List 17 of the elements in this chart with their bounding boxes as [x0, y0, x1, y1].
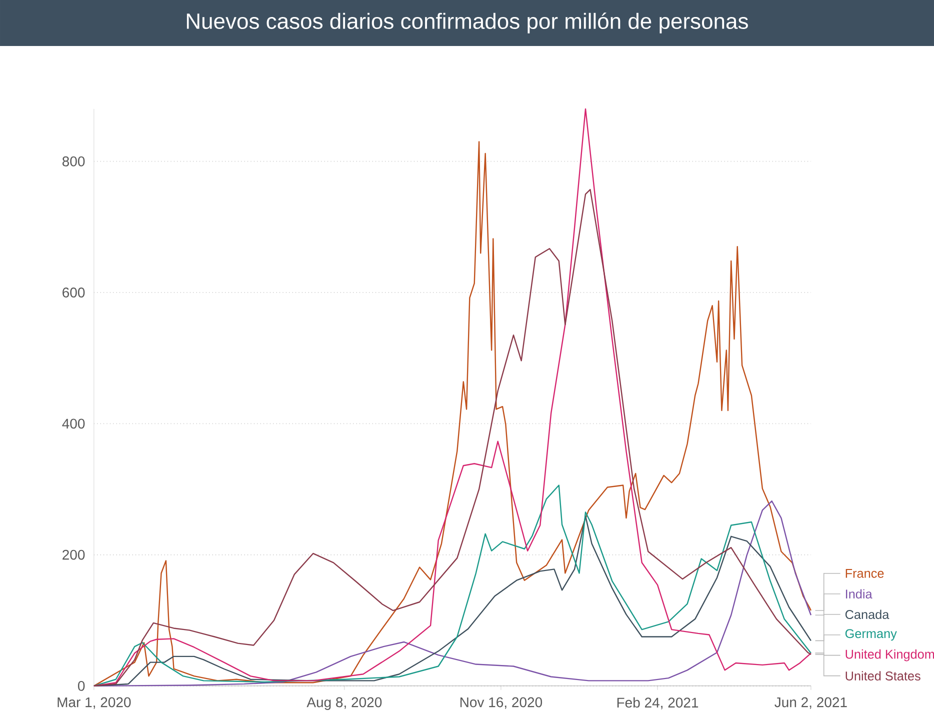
text: Germany	[845, 629, 897, 641]
y-tick-label: 200	[62, 550, 85, 560]
chart-title: Nuevos casos diarios confirmados por millón de personas	[186, 12, 748, 34]
x-tick-label: Aug 8, 2020	[306, 697, 382, 710]
x-tick-label: Mar 1, 2020	[58, 697, 131, 709]
y-tick-label: 0	[78, 680, 85, 691]
text: United Kingdom	[846, 649, 934, 662]
x-tick-label: Nov 16, 2020	[460, 697, 542, 709]
y-tick-label: 400	[62, 418, 85, 429]
text: France	[846, 568, 884, 578]
y-tick-label: 600	[62, 288, 85, 298]
text: United States	[846, 671, 920, 680]
y-tick-label: 800	[62, 156, 85, 166]
text: Canada	[845, 610, 890, 620]
x-tick-label: Jun 2, 2021	[774, 697, 847, 709]
text: India	[846, 589, 872, 599]
x-tick-label: Feb 24, 2021	[617, 697, 698, 710]
